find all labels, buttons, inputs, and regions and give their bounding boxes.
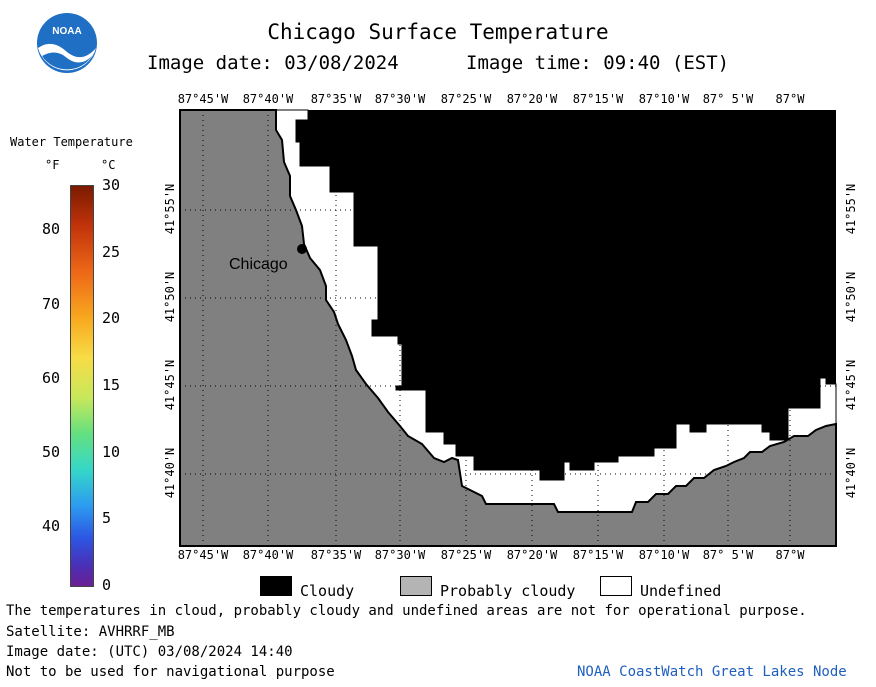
longitude-label: 87° 5'W [702,548,754,562]
chicago-marker [297,244,307,254]
latitude-label: 41°55'N [844,183,858,235]
c-tick-label: 15 [102,376,121,394]
f-tick-label: 40 [42,516,61,535]
unit-fahrenheit: °F [45,158,60,172]
longitude-label: 87°10'W [638,92,690,106]
noaa-logo: NOAA [36,12,98,74]
land-area [179,109,837,547]
longitude-label: 87° 5'W [702,92,754,106]
legend-label-probably-cloudy: Probably cloudy [440,582,576,600]
legend-swatch-cloudy [260,576,292,596]
legend-label-cloudy: Cloudy [300,582,355,600]
longitude-label: 87°25'W [440,548,492,562]
f-tick-label: 60 [42,368,61,387]
c-tick-label: 25 [102,242,121,261]
longitude-label: 87°W [775,548,805,562]
credit-link[interactable]: NOAA CoastWatch Great Lakes Node [577,664,847,680]
longitude-label: 87°35'W [310,548,362,562]
image-time: Image time: 09:40 (EST) [466,52,730,74]
logo-text: NOAA [52,26,81,37]
legend-label-undefined: Undefined [640,582,722,600]
image-date: Image date: 03/08/2024 [147,52,399,74]
unit-celsius: °C [101,158,116,172]
legend-swatch-undefined [600,576,632,596]
disclaimer-text: The temperatures in cloud, probably clou… [6,603,807,619]
longitude-label: 87°40'W [242,92,294,106]
c-tick-label: 30 [102,176,121,194]
latitude-label: 41°40'N [163,447,177,499]
longitude-label: 87°25'W [440,92,492,106]
latitude-label: 41°45'N [163,359,177,411]
longitude-label: 87°W [775,92,805,106]
f-tick-label: 50 [42,442,61,461]
longitude-label: 87°20'W [506,92,558,106]
colorbar [70,185,94,587]
f-tick-label: 70 [42,294,61,313]
latitude-label: 41°50'N [163,271,177,323]
c-tick-label: 20 [102,309,121,328]
f-tick-label: 80 [42,220,61,239]
satellite-text: Satellite: AVHRRF_MB [6,624,175,640]
latitude-label: 41°50'N [844,271,858,323]
legend-swatch-probably-cloudy [400,576,432,596]
navigation-warning: Not to be used for navigational purpose [6,664,335,680]
page-title: Chicago Surface Temperature [267,20,609,44]
latitude-label: 41°45'N [844,359,858,411]
longitude-label: 87°45'W [177,92,229,106]
c-tick-label: 0 [102,576,112,594]
longitude-label: 87°30'W [374,92,426,106]
longitude-label: 87°35'W [310,92,362,106]
utc-date-text: Image date: (UTC) 03/08/2024 14:40 [6,644,293,660]
map: Chicago [179,109,837,547]
latitude-label: 41°40'N [844,447,858,499]
longitude-label: 87°40'W [242,548,294,562]
longitude-label: 87°15'W [572,548,624,562]
city-label: Chicago [229,256,288,273]
c-tick-label: 10 [102,442,121,461]
longitude-label: 87°15'W [572,92,624,106]
longitude-label: 87°45'W [177,548,229,562]
longitude-label: 87°20'W [506,548,558,562]
longitude-label: 87°30'W [374,548,426,562]
colorbar-title: Water Temperature [10,135,133,149]
c-tick-label: 5 [102,509,112,528]
latitude-label: 41°55'N [163,183,177,235]
longitude-label: 87°10'W [638,548,690,562]
